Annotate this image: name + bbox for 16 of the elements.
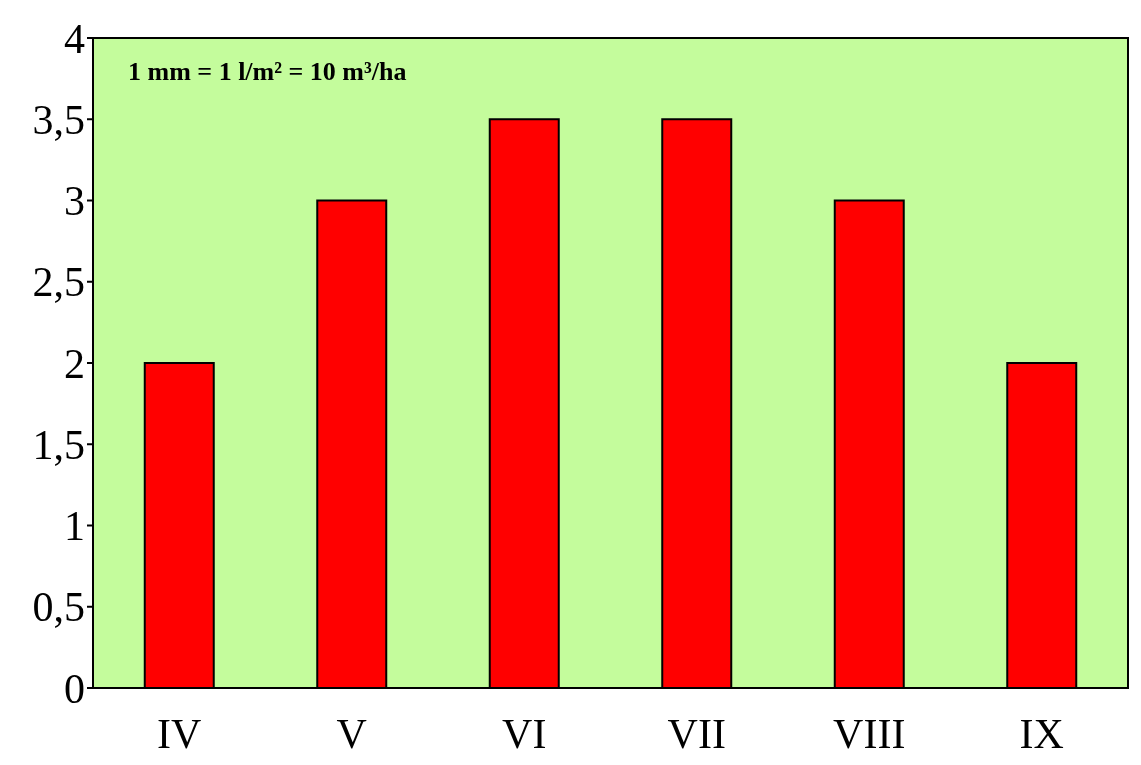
y-tick-label: 4 bbox=[64, 15, 85, 62]
annotation: 1 mm = 1 l/m² = 10 m³/ha bbox=[128, 57, 407, 86]
y-tick-label: 2,5 bbox=[32, 259, 85, 306]
y-tick-label: 2 bbox=[64, 340, 85, 387]
y-tick-label: 1 bbox=[64, 503, 85, 550]
x-tick-label: IV bbox=[157, 711, 202, 757]
y-tick-label: 0,5 bbox=[32, 584, 85, 631]
y-tick-label: 0 bbox=[64, 665, 85, 712]
y-tick-label: 3 bbox=[64, 178, 85, 225]
y-tick-label: 1,5 bbox=[32, 421, 85, 468]
x-tick-label: IX bbox=[1019, 711, 1064, 757]
x-tick-label: V bbox=[336, 711, 367, 757]
y-tick-label: 3,5 bbox=[32, 96, 85, 143]
x-tick-label: VI bbox=[502, 711, 547, 757]
x-tick-label: VIII bbox=[833, 711, 906, 757]
x-tick-label: VII bbox=[667, 711, 726, 757]
